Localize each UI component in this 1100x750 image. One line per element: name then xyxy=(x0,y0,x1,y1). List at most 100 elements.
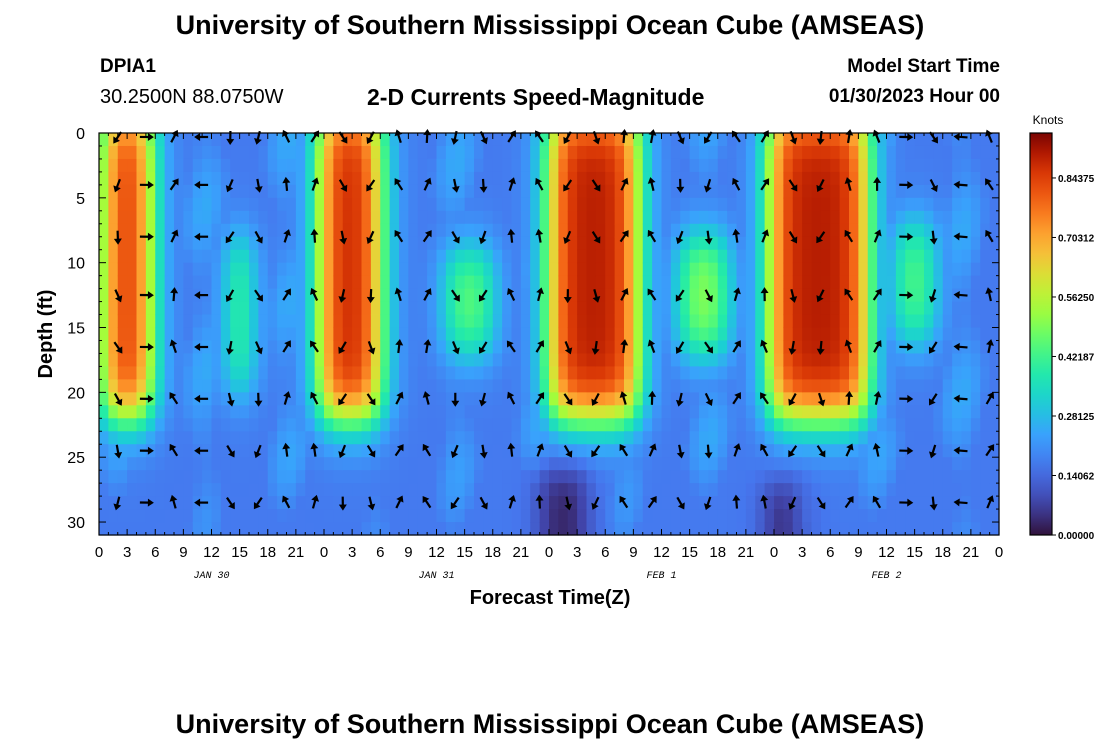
heatmap-cell xyxy=(220,327,231,342)
heatmap-cell xyxy=(117,275,128,290)
vector-arrow xyxy=(899,343,914,352)
heatmap-cell xyxy=(549,210,559,225)
heatmap-cell xyxy=(230,379,241,393)
heatmap-cell xyxy=(192,133,203,147)
vector-arrow xyxy=(816,289,825,303)
heatmap-cell xyxy=(670,405,681,419)
heatmap-cell xyxy=(614,223,625,238)
heatmap-cell xyxy=(183,327,194,342)
heatmap-cell xyxy=(802,262,813,277)
heatmap-cell xyxy=(286,262,297,277)
heatmap-cell xyxy=(361,431,372,445)
heatmap-cell xyxy=(408,418,419,432)
arrow-head xyxy=(647,177,656,184)
heatmap-cell xyxy=(595,133,606,147)
heatmap-cell xyxy=(961,171,972,186)
heatmap-cell xyxy=(249,340,259,355)
heatmap-cell xyxy=(511,301,522,316)
heatmap-cell xyxy=(549,353,559,368)
heatmap-cell xyxy=(633,223,644,238)
heatmap-cell xyxy=(230,314,241,329)
heatmap-cell xyxy=(258,366,269,380)
heatmap-cell xyxy=(483,158,494,173)
heatmap-cell xyxy=(586,275,597,290)
heatmap-cell xyxy=(192,483,203,497)
heatmap-cell xyxy=(389,236,400,251)
arrow-head xyxy=(169,392,177,400)
arrow-head xyxy=(366,136,374,145)
heatmap-cell xyxy=(811,353,822,368)
heatmap-cell xyxy=(530,444,541,458)
heatmap-cell xyxy=(802,366,813,380)
heatmap-cell xyxy=(614,288,625,303)
heatmap-cell xyxy=(342,470,353,484)
heatmap-cell xyxy=(539,483,550,497)
heatmap-cell xyxy=(567,366,578,380)
heatmap-cell xyxy=(961,158,972,173)
heatmap-cell xyxy=(699,236,709,251)
heatmap-cell xyxy=(849,405,859,419)
y-tick-label: 15 xyxy=(67,321,85,338)
heatmap-cell xyxy=(633,522,644,536)
heatmap-cell xyxy=(174,262,184,277)
heatmap-cell xyxy=(699,353,709,368)
heatmap-cell xyxy=(624,509,634,523)
heatmap-cell xyxy=(717,340,728,355)
heatmap-cell xyxy=(295,133,306,147)
heatmap-cell xyxy=(652,236,663,251)
heatmap-cell xyxy=(642,262,653,277)
vector-arrow xyxy=(169,392,179,405)
heatmap-cell xyxy=(774,444,784,458)
heatmap-cell xyxy=(417,405,428,419)
vector-arrow xyxy=(873,176,882,191)
heatmap-cell xyxy=(155,522,166,536)
heatmap-cell xyxy=(183,288,194,303)
heatmap-cell xyxy=(145,223,156,238)
heatmap-cell xyxy=(680,158,691,173)
heatmap-cell xyxy=(652,288,663,303)
heatmap-cell xyxy=(699,340,709,355)
arrow-head xyxy=(907,343,914,352)
heatmap-cell xyxy=(858,392,869,406)
heatmap-cell xyxy=(174,249,184,264)
heatmap-cell xyxy=(614,158,625,173)
heatmap-cell xyxy=(830,431,841,445)
heatmap-cell xyxy=(361,158,372,173)
heatmap-cell xyxy=(624,353,634,368)
heatmap-cell xyxy=(792,340,803,355)
heatmap-cell xyxy=(108,405,119,419)
heatmap-cell xyxy=(895,405,906,419)
heatmap-cell xyxy=(689,301,700,316)
heatmap-cell xyxy=(99,223,109,238)
heatmap-cell xyxy=(924,171,934,186)
heatmap-cell xyxy=(624,327,634,342)
heatmap-cell xyxy=(464,496,475,510)
colorbar-tick-label: 0.42187 xyxy=(1058,352,1095,363)
heatmap-cell xyxy=(492,509,503,523)
heatmap-cell xyxy=(408,275,419,290)
x-tick-label: 3 xyxy=(123,544,131,561)
heatmap-cell xyxy=(830,418,841,432)
heatmap-cell xyxy=(989,392,1000,406)
heatmap-cell xyxy=(492,158,503,173)
heatmap-cell xyxy=(614,171,625,186)
arrow-head xyxy=(169,494,178,502)
heatmap-cell xyxy=(877,366,888,380)
heatmap-cell xyxy=(249,301,259,316)
heatmap-cell xyxy=(258,184,269,199)
heatmap-cell xyxy=(830,379,841,393)
heatmap-cell xyxy=(155,184,166,199)
heatmap-cell xyxy=(942,496,953,510)
heatmap-cell xyxy=(183,210,194,225)
heatmap-cell xyxy=(792,133,803,147)
heatmap-cell xyxy=(445,158,456,173)
heatmap-cell xyxy=(174,509,184,523)
heatmap-cell xyxy=(267,405,278,419)
heatmap-cell xyxy=(136,483,147,497)
heatmap-cell xyxy=(774,392,784,406)
heatmap-cell xyxy=(380,379,391,393)
heatmap-cell xyxy=(952,327,963,342)
arrow-head xyxy=(507,228,516,236)
heatmap-cell xyxy=(783,353,794,368)
heatmap-cell xyxy=(886,301,897,316)
